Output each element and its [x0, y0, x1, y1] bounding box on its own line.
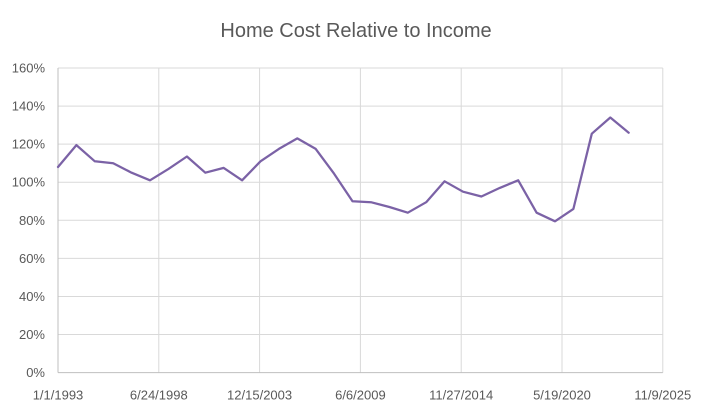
y-tick-label: 80% — [19, 213, 45, 228]
x-tick-label: 6/6/2009 — [335, 388, 386, 403]
y-tick-label: 100% — [12, 175, 46, 190]
x-axis-labels: 1/1/1993 6/24/1998 12/15/2003 6/6/2009 11/27… — [33, 388, 692, 403]
y-tick-label: 160% — [12, 61, 46, 76]
y-tick-label: 140% — [12, 99, 46, 114]
axes — [57, 68, 663, 374]
x-tick-label: 1/1/1993 — [33, 388, 84, 403]
x-tick-label: 5/19/2020 — [533, 388, 591, 403]
x-tick-label: 6/24/1998 — [130, 388, 188, 403]
x-tick-label: 11/9/2025 — [634, 388, 691, 403]
y-tick-label: 120% — [12, 137, 46, 152]
y-axis-labels: 0% 20% 40% 60% 80% 100% 120% 140% 160% — [12, 61, 46, 381]
y-tick-label: 20% — [19, 327, 45, 342]
chart-title: Home Cost Relative to Income — [220, 20, 491, 42]
series-line — [56, 116, 630, 223]
data-series-line — [56, 116, 630, 223]
y-tick-label: 60% — [19, 251, 45, 266]
y-tick-label: 40% — [19, 289, 45, 304]
y-tick-label: 0% — [26, 365, 45, 380]
x-tick-label: 12/15/2003 — [227, 388, 292, 403]
x-tick-label: 11/27/2014 — [429, 388, 493, 403]
gridlines — [58, 67, 664, 373]
